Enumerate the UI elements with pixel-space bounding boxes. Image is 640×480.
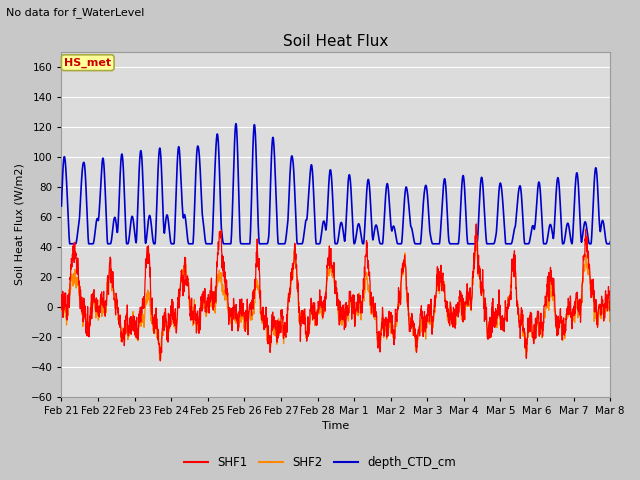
Legend: SHF1, SHF2, depth_CTD_cm: SHF1, SHF2, depth_CTD_cm [179, 452, 461, 474]
X-axis label: Time: Time [322, 421, 349, 432]
Title: Soil Heat Flux: Soil Heat Flux [283, 34, 388, 49]
Y-axis label: Soil Heat Flux (W/m2): Soil Heat Flux (W/m2) [15, 163, 25, 285]
Text: HS_met: HS_met [64, 58, 111, 68]
Text: No data for f_WaterLevel: No data for f_WaterLevel [6, 7, 145, 18]
